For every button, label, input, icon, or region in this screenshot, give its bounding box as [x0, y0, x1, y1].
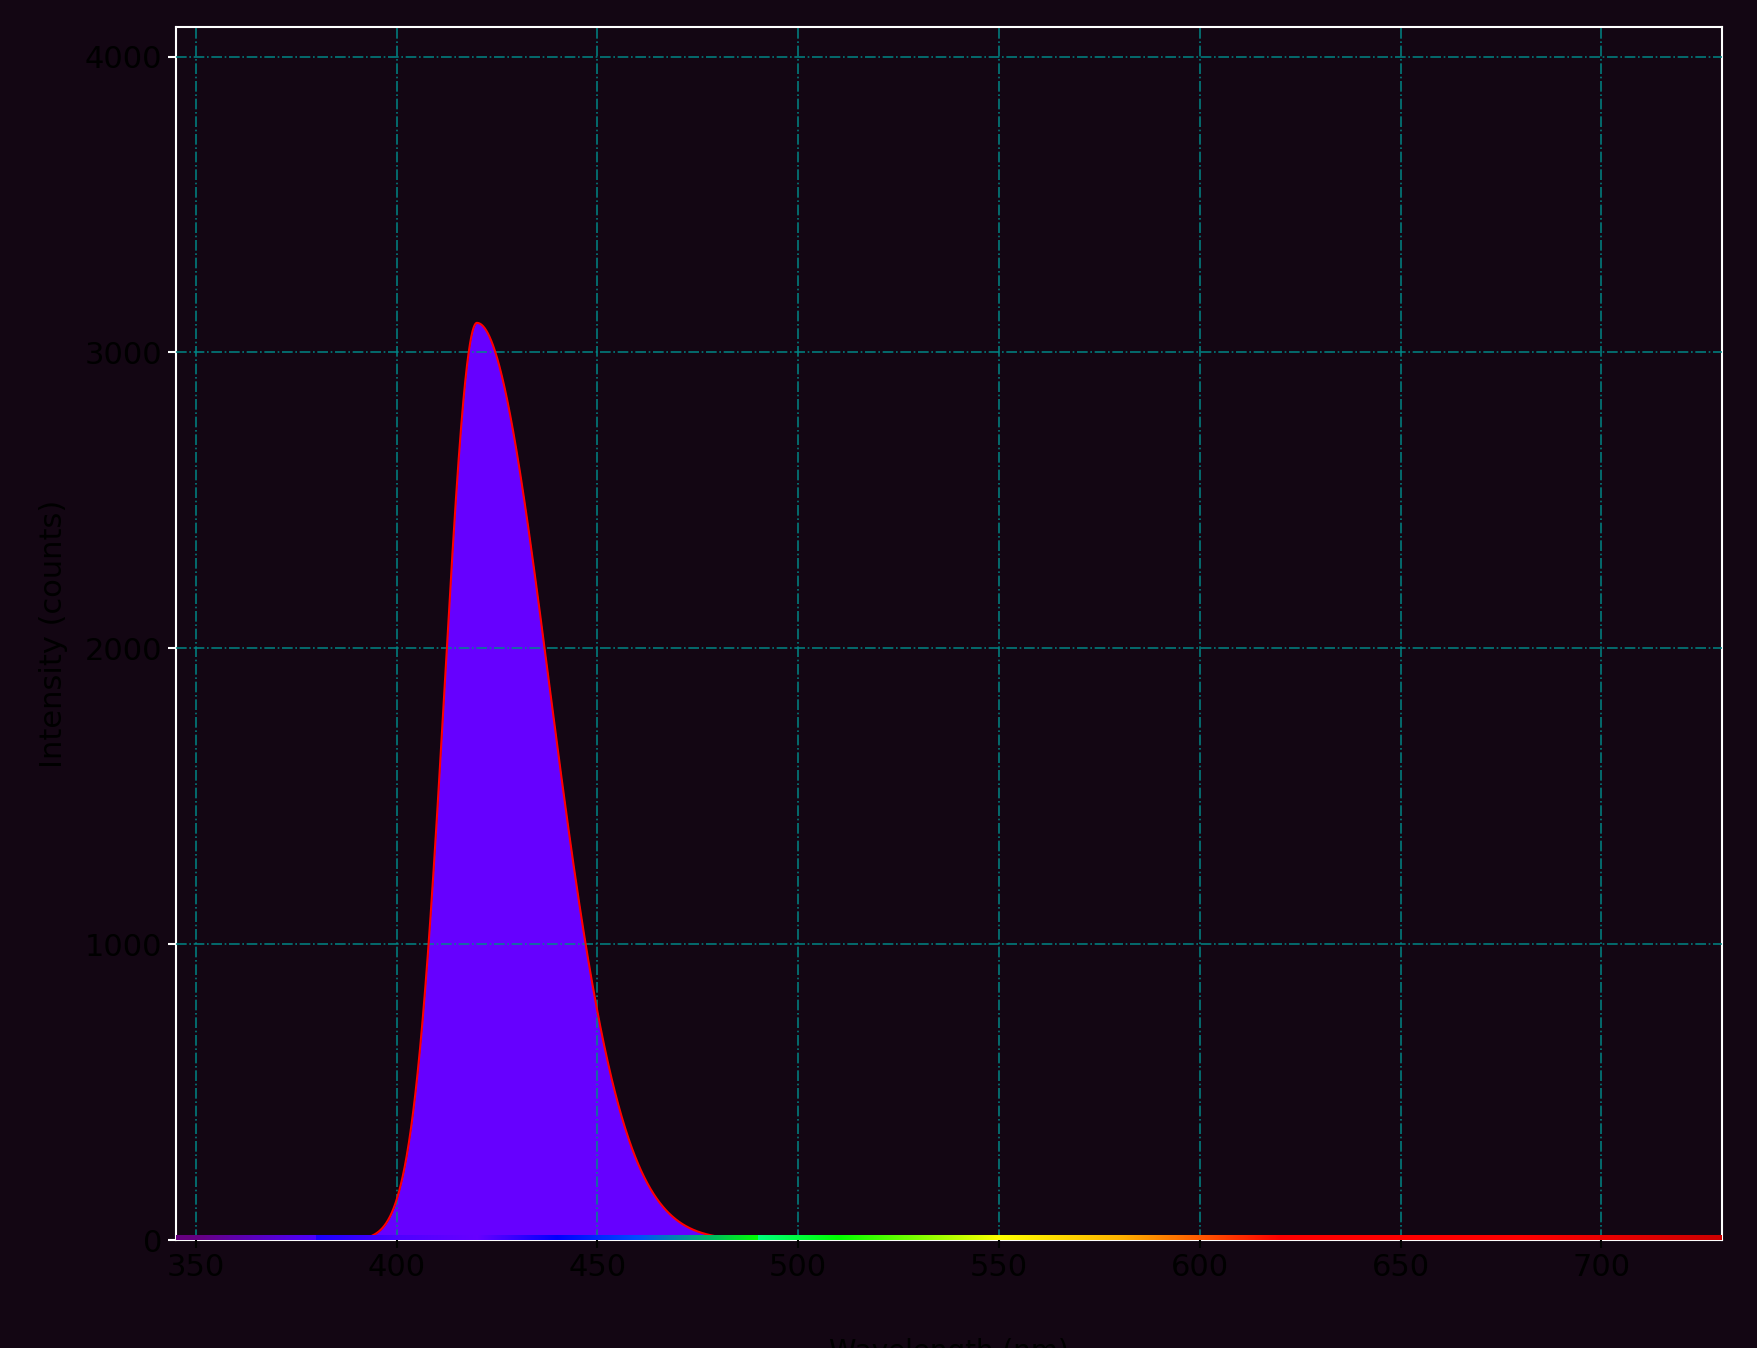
X-axis label: Wavelength (nm): Wavelength (nm) [829, 1339, 1068, 1348]
Y-axis label: Intensity (counts): Intensity (counts) [39, 500, 69, 767]
